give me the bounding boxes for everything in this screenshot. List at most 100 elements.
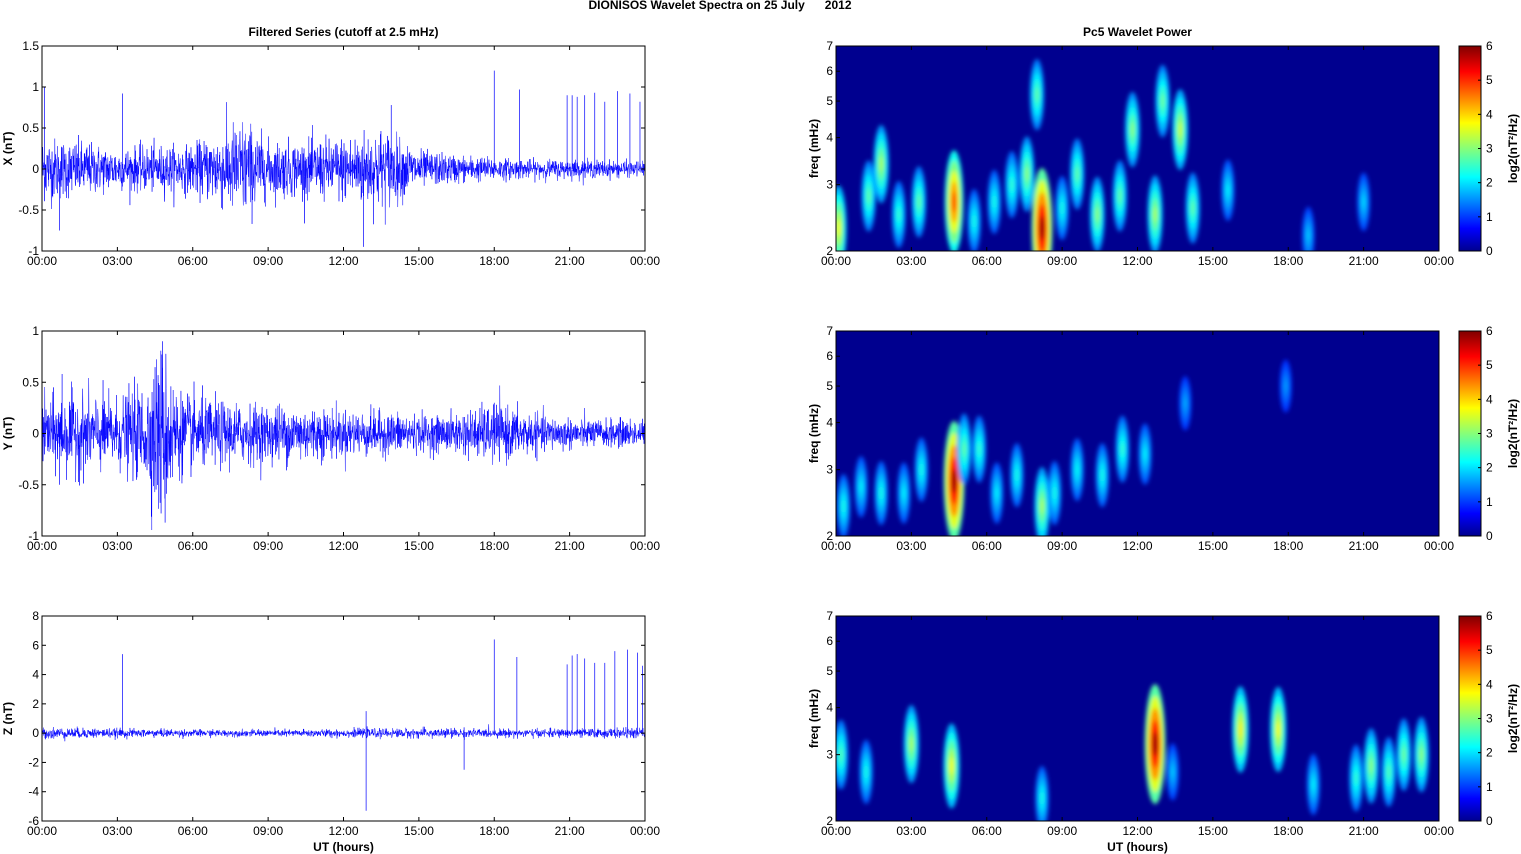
panel-2-xtick-label: 15:00 <box>1198 254 1228 268</box>
panel-2-title: Pc5 Wavelet Power <box>1083 25 1192 39</box>
panel-4: 2 3 4 5 6 7 00:00 03:00 06:00 09:00 12:00 15:00 18:0… <box>807 324 1520 553</box>
panel-4-power-blob <box>977 442 981 456</box>
panel-2-power-blob <box>1025 166 1029 182</box>
panel-2-ylabel: freq (mHz) <box>807 119 821 178</box>
panel-3-ytick-label: 1 <box>32 324 39 338</box>
panel-5-ytick-label: 4 <box>32 668 39 682</box>
panel-4-xtick-label: 03:00 <box>896 539 926 553</box>
panel-2-power-blob <box>1226 184 1230 197</box>
panel-6-colorbar-tick-label: 2 <box>1486 746 1493 760</box>
panel-2-ytick-label: 7 <box>826 39 833 53</box>
panel-4-colorbar-tick-label: 4 <box>1486 392 1493 406</box>
panel-6-power-blob <box>1276 720 1280 738</box>
panel-2-colorbar-tick-label: 6 <box>1486 39 1493 53</box>
panel-2-power-blob <box>1039 216 1045 241</box>
panel-6-colorbar-tick-label: 5 <box>1486 643 1493 657</box>
panel-1-xtick-label: 12:00 <box>328 254 358 268</box>
panel-4-power-blob <box>902 486 906 500</box>
panel-6-ylabel: freq (mHz) <box>807 689 821 748</box>
panel-6-xtick-label: 00:00 <box>1424 824 1454 838</box>
panel-5-ytick-label: -6 <box>28 814 39 828</box>
panel-2-power-blob <box>1075 166 1079 182</box>
panel-3-ytick-label: -1 <box>28 529 39 543</box>
panel-2-power-blob <box>917 194 921 209</box>
panel-1-xtick-label: 09:00 <box>253 254 283 268</box>
panel-5-xtick-label: 00:00 <box>27 824 57 838</box>
panel-6-xtick-label: 06:00 <box>972 824 1002 838</box>
panel-6-colorbar-tick-label: 0 <box>1486 814 1493 828</box>
panel-5-ylabel: Z (nT) <box>1 702 15 735</box>
panel-4-power-blob <box>952 468 957 493</box>
panel-4-power-blob <box>1053 486 1056 500</box>
panel-4-xtick-label: 15:00 <box>1198 539 1228 553</box>
panel-3-xtick-label: 15:00 <box>404 539 434 553</box>
panel-4-ytick-label: 3 <box>826 463 833 477</box>
panel-4-xtick-label: 21:00 <box>1349 539 1379 553</box>
panel-2-xtick-label: 03:00 <box>896 254 926 268</box>
panel-3-xtick-label: 00:00 <box>27 539 57 553</box>
panel-4-power-blob <box>859 480 863 494</box>
panel-2-xtick-label: 12:00 <box>1122 254 1152 268</box>
panel-4-xtick-label: 12:00 <box>1122 539 1152 553</box>
panel-6-ytick-label: 3 <box>826 748 833 762</box>
panel-3-xtick-label: 00:00 <box>630 539 660 553</box>
panel-2-colorbar <box>1458 45 1482 252</box>
panel-1-xtick-label: 00:00 <box>27 254 57 268</box>
panel-2-power-blob <box>879 156 883 172</box>
panel-6-power-blob <box>839 747 843 762</box>
panel-1-xtick-label: 18:00 <box>479 254 509 268</box>
panel-5-ytick-label: 2 <box>32 697 39 711</box>
panel-2-power-blob <box>1161 93 1165 109</box>
panel-4-power-blob <box>879 486 883 500</box>
panel-2-power-blob <box>1178 121 1182 138</box>
panel-6-power-blob <box>1171 766 1174 778</box>
panel-1-ytick-label: -1 <box>28 244 39 258</box>
panel-2-power-blob <box>1095 206 1099 223</box>
figure-title: DIONISOS Wavelet Spectra on 25 July 2012 <box>589 0 852 12</box>
panel-6-power-blob <box>1238 720 1243 739</box>
panel-1-xtick-label: 21:00 <box>555 254 585 268</box>
panel-5-xtick-label: 12:00 <box>328 824 358 838</box>
panel-5-ytick-label: 6 <box>32 638 39 652</box>
panel-1-title: Filtered Series (cutoff at 2.5 mHz) <box>248 25 438 39</box>
panel-6-colorbar-tick-label: 4 <box>1486 677 1493 691</box>
panel-4-power-blob <box>1184 397 1187 409</box>
panel-1-ytick-label: 1 <box>32 80 39 94</box>
panel-4-colorbar-tick-label: 3 <box>1486 427 1493 441</box>
panel-2-ytick-label: 3 <box>826 178 833 192</box>
panel-5: -6 -4 -2 0 2 4 6 8 00:00 03:00 06:00 09:00 12:00 15:0… <box>1 609 660 854</box>
panel-2-power-blob <box>1035 87 1039 102</box>
panel-1-background <box>42 46 645 251</box>
panel-2-colorbar-tick-label: 5 <box>1486 73 1493 87</box>
panel-2-xtick-label: 00:00 <box>821 254 851 268</box>
panel-5-xtick-label: 21:00 <box>555 824 585 838</box>
panel-1-ylabel: X (nT) <box>1 132 15 166</box>
panel-4-power-blob <box>1121 442 1124 456</box>
panel-2-xtick-label: 21:00 <box>1349 254 1379 268</box>
panel-4-colorbar-tick-label: 2 <box>1486 461 1493 475</box>
panel-4-colorbar-tick-label: 0 <box>1486 529 1493 543</box>
panel-2-colorbar-tick-label: 2 <box>1486 176 1493 190</box>
panel-6: 2 3 4 5 6 7 00:00 03:00 06:00 09:00 12:00 15:00 18:0… <box>807 609 1520 854</box>
panel-5-xtick-label: 09:00 <box>253 824 283 838</box>
panel-4-colorbar-label: log2(nT²/Hz) <box>1506 399 1520 468</box>
panel-1-xtick-label: 03:00 <box>102 254 132 268</box>
panel-4-power-blob <box>962 442 966 457</box>
panel-6-power-blob <box>864 765 868 779</box>
panel-6-xtick-label: 09:00 <box>1047 824 1077 838</box>
panel-4-ytick-label: 4 <box>826 416 833 430</box>
panel-6-power-blob <box>1354 771 1358 785</box>
panel-2-power-blob <box>992 195 996 209</box>
panel-4-background <box>836 331 1439 536</box>
panel-6-power-blob <box>1369 758 1373 774</box>
panel-4-power-blob <box>1100 468 1104 482</box>
panel-2-power-blob <box>1362 196 1365 208</box>
panel-6-xtick-label: 18:00 <box>1273 824 1303 838</box>
panel-6-colorbar-label: log2(nT²/Hz) <box>1506 684 1520 753</box>
panel-4-xtick-label: 00:00 <box>1424 539 1454 553</box>
panel-5-xlabel: UT (hours) <box>313 840 374 854</box>
panel-6-power-blob <box>1153 732 1158 757</box>
panel-6-power-blob <box>949 757 954 775</box>
panel-5-xtick-label: 18:00 <box>479 824 509 838</box>
